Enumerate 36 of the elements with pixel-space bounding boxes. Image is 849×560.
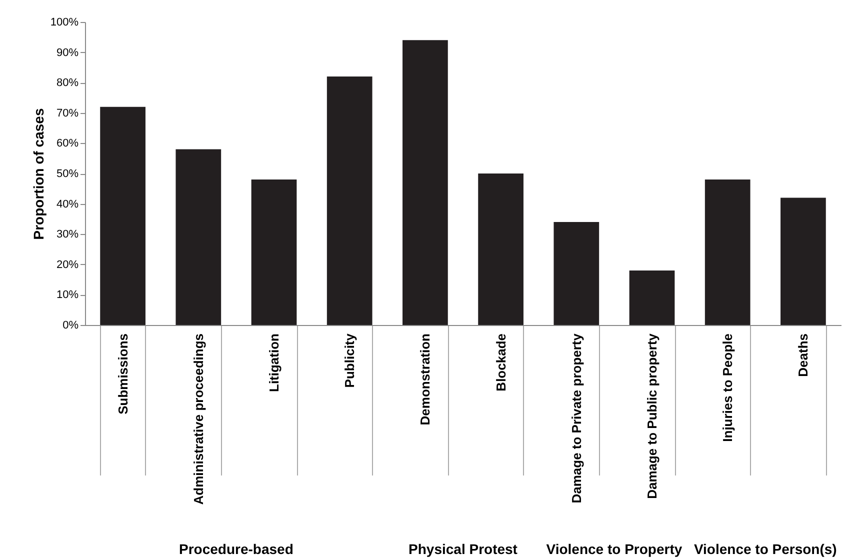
x-tick-label: Damage to Private property [568,332,584,504]
bar [629,270,675,325]
text: Violence to Person(s) [694,541,837,557]
y-tick-label: 100% [50,16,79,28]
y-tick-label: 0% [62,320,79,332]
x-tick-label: Litigation [266,333,282,392]
x-tick-label: Administrative proceedings [190,334,206,505]
x-tick-label: Blockade [493,334,508,392]
text: Procedure-based [179,541,294,557]
x-tick-label: Damage to Public property [644,332,660,499]
x-tick-label: Publicity [342,332,358,388]
text: Physical Protest [408,541,518,557]
bar [176,149,222,325]
bar [251,180,297,325]
y-tick-label: 30% [56,228,79,241]
y-tick-label: 80% [56,77,79,90]
y-tick-label: 70% [56,107,79,120]
y-tick-label: 50% [56,168,79,180]
x-tick-label: Submissions [115,334,130,414]
bar [326,76,372,325]
y-tick-label: 20% [56,258,79,271]
y-tick-label: 10% [56,289,79,302]
bar [780,198,826,325]
x-tick-label: Deaths [796,334,811,377]
text: Violence to Property [546,541,682,557]
bar [478,174,524,325]
y-tick-label: 60% [56,138,79,150]
bar [402,40,448,325]
x-tick-label: Demonstration [418,333,433,426]
x-tick-label: Injuries to People [720,334,736,442]
bar [100,106,146,325]
bar [554,222,600,325]
y-tick-label: 40% [56,198,79,210]
y-axis-title: Proportion of cases [30,108,46,240]
y-tick-label: 90% [56,46,79,59]
bar [704,180,750,325]
